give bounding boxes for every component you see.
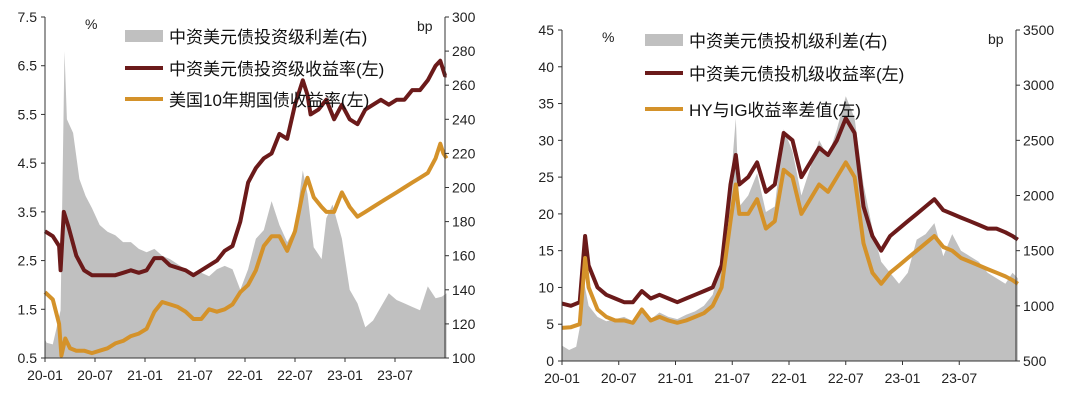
legend-label: 中资美元债投机级收益率(左) (689, 65, 904, 84)
y-left-tick-label: 10 (538, 279, 554, 295)
y-left-tick-label: 20 (538, 206, 554, 222)
y-right-tick-label: 3000 (1023, 77, 1054, 93)
chart-1: 0.5 1.5 2.5 3.5 4.5 5.5 6.5 7.5 100 120 140 160 180 2… (18, 9, 476, 383)
y-right-tick-label: 280 (452, 43, 476, 59)
y-left-tick-label: 35 (538, 96, 554, 112)
series-line-2-3 (561, 160, 1019, 330)
y-left-tick-label: 7.5 (18, 9, 38, 25)
y-left-tick-label: 1.5 (18, 301, 38, 317)
y-right-tick-label: 500 (1023, 353, 1047, 369)
y-left-unit: % (85, 16, 97, 32)
x-tick-label: 23-07 (941, 370, 977, 386)
x-tick-label: 21-01 (127, 367, 163, 383)
y-left-tick-label: 0 (546, 353, 554, 369)
series-line-2-2 (561, 116, 1019, 308)
series-line-1-3 (43, 141, 449, 358)
y-right-tick-label: 2000 (1023, 188, 1054, 204)
chart-2: 0 5 10 15 20 25 30 35 40 45 500 1000 1500 2000 2500 300… (538, 22, 1054, 386)
y-right-tick-label: 300 (452, 9, 476, 25)
y-left-tick-label: 2.5 (18, 253, 38, 269)
y-right-tick-label: 1500 (1023, 243, 1054, 259)
x-tick-label: 23-07 (377, 367, 413, 383)
legend-swatch (645, 34, 683, 46)
y-left-tick-label: 4.5 (18, 155, 38, 171)
y-right-tick-label: 180 (452, 214, 476, 230)
legend-label: 中资美元债投资级收益率(左) (169, 60, 384, 79)
x-tick-label: 22-07 (277, 367, 313, 383)
y-right-tick-label: 260 (452, 77, 476, 93)
y-right-tick-label: 240 (452, 111, 476, 127)
series-line-1-2 (43, 58, 447, 278)
y-right-tick-label: 220 (452, 145, 476, 161)
x-tick-label: 22-01 (227, 367, 263, 383)
y-right-tick-label: 2500 (1023, 132, 1054, 148)
y-right-tick-label: 120 (452, 316, 476, 332)
y-left-tick-label: 3.5 (18, 204, 38, 220)
x-tick-label: 20-01 (544, 370, 580, 386)
x-tick-label: 20-07 (77, 367, 113, 383)
y-left-unit: % (602, 29, 614, 45)
y-left-tick-label: 40 (538, 59, 554, 75)
y-right-tick-label: 200 (452, 180, 476, 196)
legend-swatch (125, 30, 163, 42)
y-left-tick-label: 45 (538, 22, 554, 38)
legend-label: 中资美元债投机级利差(右) (689, 32, 887, 51)
x-tick-label: 23-01 (327, 367, 363, 383)
y-left-tick-label: 6.5 (18, 58, 38, 74)
y-right-unit: bp (417, 18, 433, 34)
y-right-tick-label: 160 (452, 248, 476, 264)
y-right-tick-label: 100 (452, 350, 476, 366)
x-tick-label: 22-01 (771, 370, 807, 386)
x-tick-label: 21-01 (658, 370, 694, 386)
series-area-1-1 (45, 51, 447, 358)
x-tick-label: 23-01 (885, 370, 921, 386)
x-tick-label: 21-07 (177, 367, 213, 383)
x-tick-label: 21-07 (714, 370, 750, 386)
legend-label: 美国10年期国债收益率(左) (169, 91, 369, 110)
series-area-2-1 (562, 96, 1018, 361)
y-left-tick-label: 30 (538, 132, 554, 148)
y-right-tick-label: 140 (452, 282, 476, 298)
y-right-tick-label: 1000 (1023, 298, 1054, 314)
y-left-tick-label: 5.5 (18, 106, 38, 122)
x-tick-label: 20-07 (601, 370, 637, 386)
legend-label: 中资美元债投资级利差(右) (169, 28, 367, 47)
y-right-unit: bp (988, 31, 1004, 47)
legend-label: HY与IG收益率差值(左) (689, 101, 861, 120)
y-left-tick-label: 5 (546, 316, 554, 332)
y-right-tick-label: 3500 (1023, 22, 1054, 38)
y-left-tick-label: 0.5 (18, 350, 38, 366)
y-left-tick-label: 15 (538, 243, 554, 259)
y-left-tick-label: 25 (538, 169, 554, 185)
x-tick-label: 20-01 (27, 367, 63, 383)
x-tick-label: 22-07 (828, 370, 864, 386)
